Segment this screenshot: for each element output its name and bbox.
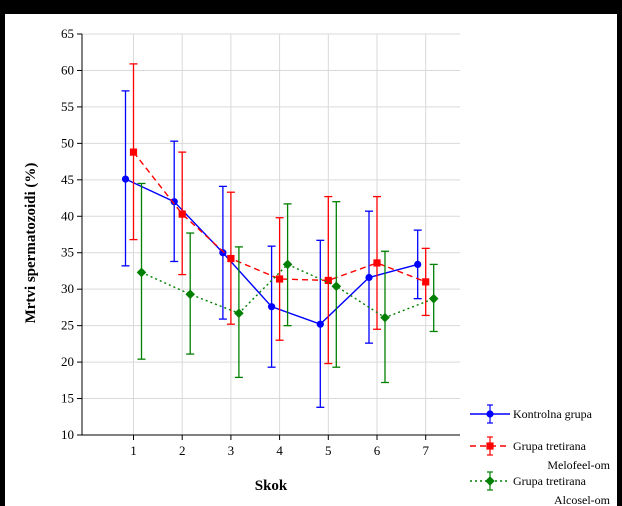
legend-label: Grupa tretirana: [513, 474, 587, 488]
legend-marker: [486, 410, 494, 418]
x-tick-label: 3: [228, 443, 235, 458]
gridlines: [82, 33, 460, 436]
legend-item-2: Grupa tretirana Melofeel-om: [470, 436, 611, 472]
legend-label-cont: Alcosel-om: [554, 493, 611, 506]
data-point: [170, 198, 178, 206]
legend-item-1: Kontrolna grupa: [470, 404, 593, 424]
x-tick-label: 4: [276, 443, 283, 458]
legend-label: Kontrolna grupa: [513, 407, 593, 421]
y-tick-label: 35: [61, 245, 74, 260]
y-tick-label: 50: [61, 135, 74, 150]
data-point: [268, 303, 276, 311]
series-3: [136, 182, 439, 384]
x-tick-label: 1: [130, 443, 137, 458]
legend-item-3: Grupa tretirana Alcosel-om: [470, 471, 611, 506]
series-1: [121, 90, 422, 408]
legend-label: Grupa tretirana: [513, 439, 587, 453]
series-layer: [121, 63, 439, 408]
data-point: [121, 175, 130, 183]
x-axis: 1 2 3 4 5 6 7: [130, 435, 429, 458]
x-tick-label: 6: [374, 443, 381, 458]
y-axis: 10 15 20 25 30 35 40 45 50 55 60 65: [61, 26, 82, 442]
data-point: [276, 275, 284, 283]
y-tick-label: 60: [61, 62, 74, 77]
x-axis-title: Skok: [255, 478, 288, 494]
data-point: [331, 281, 342, 292]
legend-label-cont: Melofeel-om: [547, 458, 610, 472]
data-point: [129, 148, 138, 156]
data-point: [227, 254, 235, 263]
y-tick-label: 30: [61, 281, 74, 296]
legend-marker: [485, 476, 495, 486]
data-point: [414, 260, 422, 268]
y-tick-label: 40: [61, 208, 74, 223]
data-point: [282, 259, 293, 270]
data-point: [185, 289, 195, 300]
y-tick-label: 25: [61, 318, 74, 333]
data-point: [219, 249, 227, 257]
data-point: [324, 276, 332, 285]
data-point: [316, 320, 324, 328]
data-point: [373, 259, 381, 267]
y-axis-title: Mrtvi spermatozoidi (%): [23, 163, 39, 324]
data-point: [422, 278, 430, 286]
x-tick-label: 5: [325, 443, 332, 458]
series-2: [129, 63, 430, 365]
data-point: [365, 273, 373, 282]
y-tick-label: 55: [61, 99, 74, 114]
legend: Kontrolna grupa Grupa tretirana Melofeel-o…: [470, 404, 611, 506]
y-tick-label: 20: [61, 354, 74, 369]
y-tick-label: 15: [61, 391, 74, 406]
data-point: [428, 293, 439, 304]
y-tick-label: 65: [61, 26, 74, 41]
plot-area: [81, 34, 460, 436]
x-tick-label: 2: [179, 443, 186, 458]
y-tick-label: 45: [61, 172, 74, 187]
data-point: [136, 267, 147, 278]
y-tick-label: 10: [61, 427, 74, 442]
data-point: [234, 308, 244, 319]
x-tick-label: 7: [422, 443, 429, 458]
legend-marker: [486, 442, 494, 450]
data-point: [380, 312, 390, 323]
data-point: [178, 210, 186, 218]
